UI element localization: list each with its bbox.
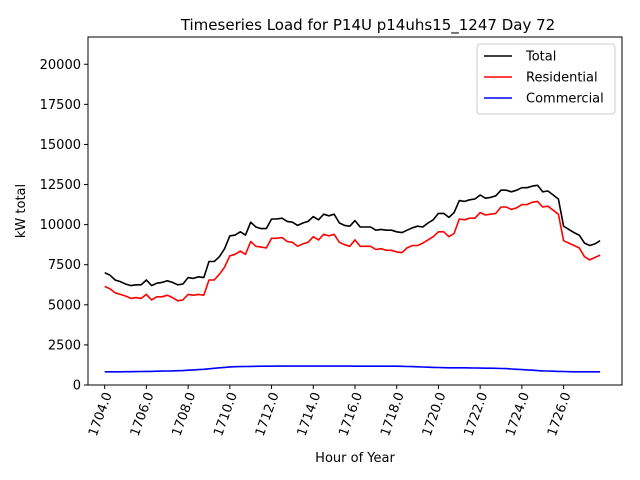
y-tick-label: 10000: [40, 218, 81, 233]
y-tick-label: 15000: [40, 138, 81, 153]
legend-label-total: Total: [525, 50, 556, 65]
y-axis: 0 2500 5000 7500 10000 12500 15000 17500 20000: [40, 58, 88, 394]
y-tick-label: 7500: [48, 258, 81, 273]
series-line-residential: [104, 200, 601, 302]
y-tick-label: 2500: [48, 338, 81, 353]
legend-label-commercial: Commercial: [526, 92, 604, 107]
legend-box: [476, 43, 616, 115]
series-layer: [104, 184, 601, 373]
x-axis-label: Hour of Year: [315, 451, 395, 466]
y-tick-label: 20000: [40, 58, 81, 73]
y-axis-label: kW total: [14, 184, 29, 238]
y-tick-label: 0: [73, 379, 81, 394]
series-line-commercial: [104, 365, 601, 373]
legend-label-residential: Residential: [526, 71, 598, 86]
y-tick-label: 12500: [40, 178, 81, 193]
chart-title: Timeseries Load for P14U p14uhs15_1247 D…: [180, 16, 555, 35]
series-line-total: [104, 184, 601, 287]
y-tick-label: 17500: [40, 98, 81, 113]
legend: Total Residential Commercial: [476, 43, 616, 115]
y-tick-label: 5000: [48, 298, 81, 313]
